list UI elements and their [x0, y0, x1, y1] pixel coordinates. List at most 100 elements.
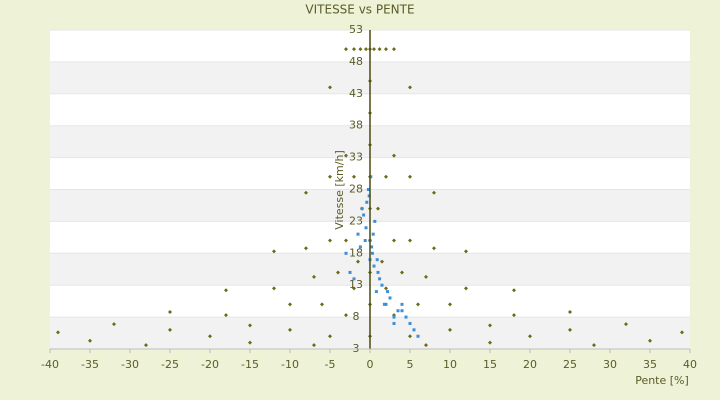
point: [304, 190, 308, 195]
point: [272, 286, 276, 291]
point: [224, 313, 228, 318]
point: [352, 47, 356, 52]
point: [374, 290, 378, 294]
point: [382, 302, 386, 306]
x-tick-label: 40: [683, 358, 697, 371]
point: [358, 245, 362, 249]
y-tick-label: 23: [349, 214, 363, 227]
x-tick-label: -35: [81, 358, 99, 371]
point: [224, 288, 228, 293]
point: [363, 239, 367, 243]
point: [384, 174, 388, 179]
point: [248, 340, 252, 345]
point: [392, 238, 396, 243]
x-tick-label: 30: [603, 358, 617, 371]
y-tick-label: 18: [349, 246, 363, 259]
point: [408, 238, 412, 243]
point: [344, 313, 348, 318]
point: [356, 232, 360, 236]
point: [328, 174, 332, 179]
point: [364, 47, 368, 52]
point: [416, 302, 420, 307]
point: [312, 343, 316, 348]
point: [367, 194, 371, 198]
chart-title: VITESSE vs PENTE: [305, 3, 414, 17]
point: [248, 323, 252, 328]
point: [464, 249, 468, 254]
point: [392, 315, 396, 319]
point: [648, 338, 652, 343]
point: [370, 251, 374, 255]
point: [369, 175, 373, 179]
point: [358, 47, 363, 52]
point: [328, 334, 332, 339]
x-tick-label: -25: [161, 358, 179, 371]
x-tick-label: 20: [523, 358, 537, 371]
point: [88, 338, 92, 343]
x-tick-label: 35: [643, 358, 657, 371]
point: [592, 343, 596, 348]
point: [412, 328, 416, 332]
point: [400, 309, 404, 313]
point: [392, 321, 396, 325]
point: [400, 270, 404, 275]
y-tick-label: 28: [349, 183, 363, 196]
point: [328, 238, 332, 243]
y-tick-label: 13: [349, 278, 363, 291]
point: [376, 206, 380, 211]
point: [370, 245, 374, 249]
point: [408, 85, 412, 90]
point: [380, 259, 384, 264]
point: [568, 309, 572, 314]
point: [344, 251, 348, 255]
point: [488, 323, 492, 328]
point: [348, 270, 352, 274]
point: [568, 327, 572, 332]
point: [512, 313, 516, 318]
point: [372, 264, 376, 268]
point: [384, 302, 388, 306]
y-tick-label: 33: [349, 151, 363, 164]
point: [424, 343, 428, 348]
point: [56, 330, 60, 335]
x-tick-label: 0: [367, 358, 374, 371]
y-tick-label: 48: [349, 55, 363, 68]
y-axis-label: Vitesse [km/h]: [333, 150, 346, 230]
point: [624, 322, 628, 327]
x-tick-label: -20: [201, 358, 219, 371]
x-tick-label: -10: [281, 358, 299, 371]
x-tick-label: -30: [121, 358, 139, 371]
y-tick-label: 8: [353, 310, 360, 323]
point: [512, 288, 516, 293]
point: [392, 47, 396, 52]
point: [424, 274, 428, 279]
point: [464, 286, 468, 291]
y-tick-label: 43: [349, 87, 363, 100]
x-axis-label: Pente [%]: [635, 374, 689, 387]
point: [448, 302, 452, 307]
point: [528, 334, 532, 339]
point: [344, 153, 348, 158]
point: [112, 322, 116, 327]
point: [432, 246, 436, 251]
x-tick-label: -40: [41, 358, 59, 371]
point: [372, 47, 376, 52]
x-tick-label: -15: [241, 358, 259, 371]
point: [304, 246, 308, 251]
point: [380, 283, 384, 287]
point: [408, 321, 412, 325]
point: [384, 47, 388, 52]
point: [144, 343, 148, 348]
point: [488, 340, 492, 345]
point: [408, 334, 412, 339]
point: [362, 213, 366, 217]
point: [376, 270, 380, 274]
point: [388, 296, 392, 300]
point: [168, 309, 172, 314]
point: [416, 334, 420, 338]
point: [680, 330, 684, 335]
point: [344, 238, 348, 243]
x-tick-label: 5: [407, 358, 414, 371]
point: [371, 232, 375, 236]
